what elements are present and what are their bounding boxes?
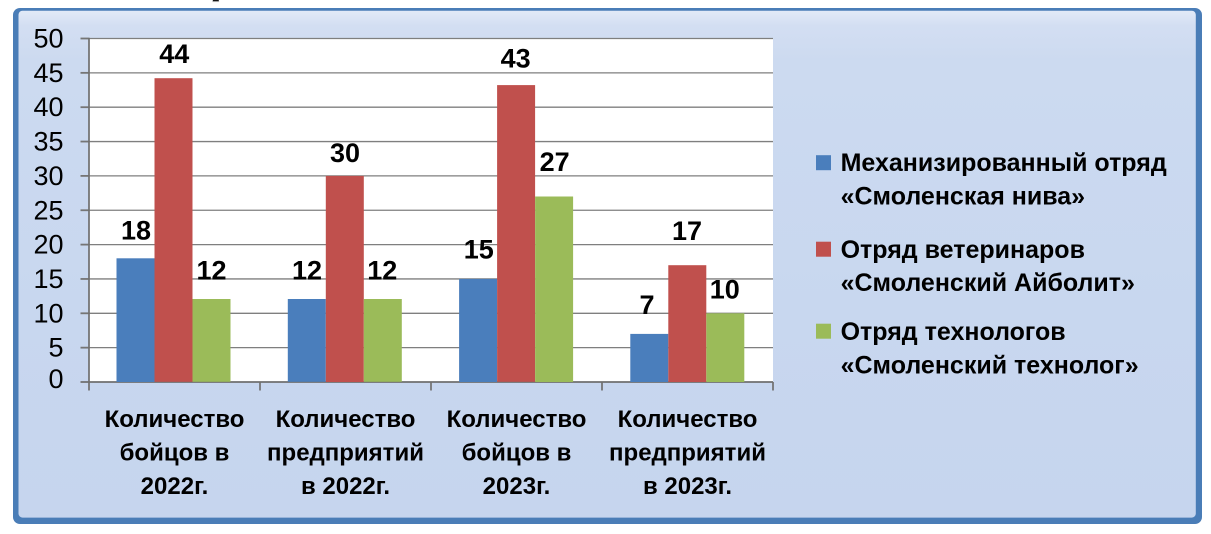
svg-text:«Смоленский технолог»: «Смоленский технолог» [841, 351, 1139, 379]
svg-text:12: 12 [367, 256, 397, 286]
svg-text:15: 15 [464, 235, 494, 265]
svg-text:7: 7 [639, 290, 654, 320]
svg-text:25: 25 [33, 195, 63, 225]
svg-text:17: 17 [672, 216, 702, 246]
svg-text:43: 43 [501, 44, 531, 74]
svg-text:45: 45 [33, 58, 63, 88]
svg-text:44: 44 [159, 39, 189, 69]
svg-text:Отряд технологов: Отряд технологов [841, 318, 1066, 346]
svg-text:15: 15 [33, 264, 63, 294]
svg-text:30: 30 [330, 138, 360, 168]
svg-text:Количество: Количество [276, 406, 416, 433]
svg-text:2023г.: 2023г. [483, 473, 551, 500]
svg-text:Количество: Количество [618, 406, 758, 433]
svg-text:в 2023г.: в 2023г. [643, 473, 732, 500]
svg-text:«Смоленский Айболит»: «Смоленский Айболит» [841, 269, 1135, 297]
svg-text:0: 0 [48, 364, 63, 394]
svg-text:40: 40 [33, 92, 63, 122]
svg-text:30: 30 [33, 161, 63, 191]
svg-text:12: 12 [292, 256, 322, 286]
svg-text:20: 20 [33, 230, 63, 260]
svg-text:50: 50 [33, 24, 63, 54]
svg-text:предприятий: предприятий [267, 440, 424, 467]
svg-text:12: 12 [196, 256, 226, 286]
svg-text:Механизированный отряд: Механизированный отряд [841, 149, 1167, 177]
svg-text:Отряд ветеринаров: Отряд ветеринаров [841, 236, 1085, 264]
svg-text:бойцов в: бойцов в [462, 440, 572, 467]
svg-text:5: 5 [48, 333, 63, 363]
svg-text:в 2022г.: в 2022г. [301, 473, 390, 500]
svg-text:10: 10 [710, 275, 740, 305]
svg-text:Количество: Количество [447, 406, 587, 433]
svg-text:Количество: Количество [105, 406, 245, 433]
svg-text:18: 18 [121, 216, 151, 246]
svg-text:предприятий: предприятий [609, 440, 766, 467]
svg-text:2022г.: 2022г. [141, 473, 209, 500]
svg-text:35: 35 [33, 127, 63, 157]
svg-text:10: 10 [33, 298, 63, 328]
svg-text:27: 27 [540, 147, 570, 177]
svg-text:«Смоленская нива»: «Смоленская нива» [841, 183, 1086, 211]
svg-text:бойцов в: бойцов в [120, 440, 230, 467]
